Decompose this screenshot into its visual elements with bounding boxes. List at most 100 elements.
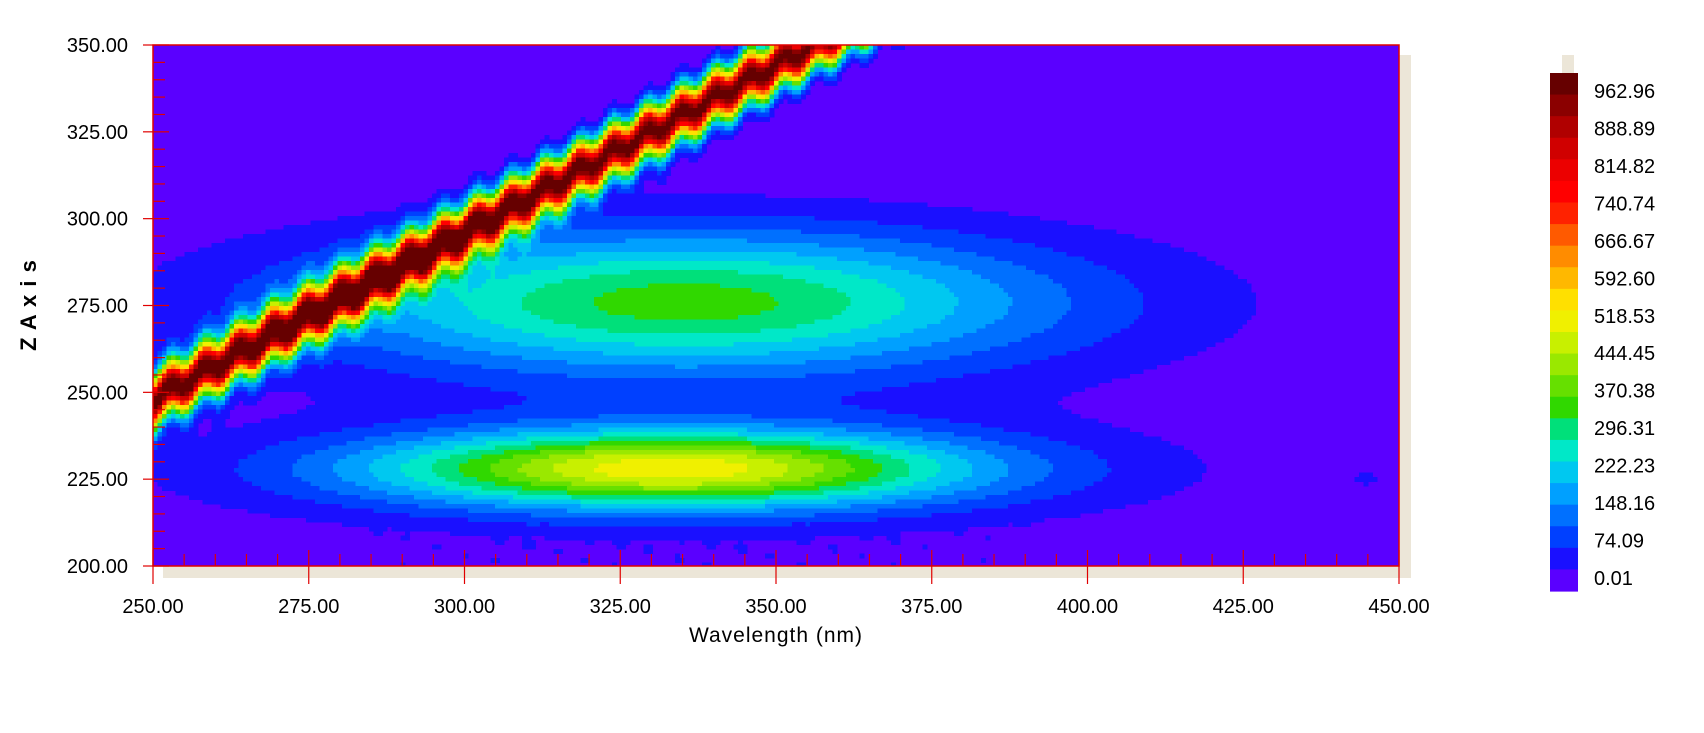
contour-cell <box>778 301 851 307</box>
contour-cell <box>526 225 532 230</box>
contour-cell <box>841 450 874 455</box>
contour-cell <box>922 360 1031 365</box>
contour-cell <box>193 364 199 370</box>
contour-cell <box>247 319 257 325</box>
contour-cell <box>499 427 599 433</box>
contour-cell <box>688 85 694 91</box>
contour-cell <box>747 90 757 95</box>
contour-cell <box>531 207 536 212</box>
contour-cell <box>616 288 752 293</box>
contour-cell <box>481 454 514 460</box>
contour-cell <box>540 238 626 244</box>
contour-cell <box>364 310 370 316</box>
contour-cell <box>229 382 235 388</box>
contour-cell <box>360 301 365 307</box>
contour-cell <box>598 157 608 163</box>
contour-cell <box>481 175 496 181</box>
contour-cell <box>157 373 163 379</box>
contour-cell <box>364 328 370 334</box>
contour-cell <box>189 414 194 419</box>
contour-cell <box>342 477 379 482</box>
contour-cell <box>153 432 158 437</box>
contour-cell <box>855 369 991 374</box>
contour-cell <box>427 427 500 433</box>
contour-cell <box>765 103 770 109</box>
contour-cell <box>706 90 712 95</box>
contour-cell <box>706 108 712 113</box>
contour-cell <box>769 76 775 82</box>
contour-cell <box>459 481 496 487</box>
contour-cell <box>441 256 451 262</box>
contour-cell <box>801 45 806 50</box>
contour-cell <box>495 265 559 271</box>
contour-cell <box>423 234 428 239</box>
contour-cell <box>1111 333 1234 338</box>
contour-cell <box>657 153 662 158</box>
contour-cell <box>958 301 1013 307</box>
contour-cell <box>1066 288 1139 293</box>
contour-cell <box>396 234 401 239</box>
contour-cell <box>288 351 293 356</box>
contour-cell <box>234 324 239 329</box>
contour-cell <box>1143 297 1256 302</box>
contour-cell <box>333 337 338 343</box>
contour-cell <box>598 117 604 122</box>
contour-cell <box>567 211 572 217</box>
contour-cell <box>603 112 608 118</box>
contour-cell <box>837 76 842 82</box>
contour-cell <box>441 279 451 284</box>
contour-cell <box>270 297 280 302</box>
contour-cell <box>306 333 316 338</box>
contour-cell <box>189 427 199 433</box>
y-tick-label: 200.00 <box>67 556 128 578</box>
contour-cell <box>324 324 329 329</box>
contour-cell <box>850 58 860 64</box>
contour-cell <box>742 67 748 73</box>
contour-cell <box>544 162 550 167</box>
contour-cell <box>351 310 356 316</box>
contour-cell <box>328 324 334 329</box>
contour-cell <box>153 274 253 280</box>
contour-cell <box>540 477 586 482</box>
contour-cell <box>261 387 491 392</box>
contour-cell <box>157 418 163 424</box>
contour-cell <box>711 112 716 118</box>
contour-cell <box>319 324 325 329</box>
colorbar-label: 740.74 <box>1594 193 1655 215</box>
contour-cell <box>378 301 383 307</box>
contour-cell <box>346 319 352 325</box>
contour-cell <box>1012 238 1153 244</box>
contour-cell <box>153 369 158 374</box>
contour-cell <box>724 63 734 68</box>
contour-cell <box>369 243 374 248</box>
contour-cell <box>715 81 721 86</box>
contour-cell <box>198 378 203 383</box>
contour-cell <box>738 81 743 86</box>
contour-cell <box>1003 459 1049 464</box>
contour-cell <box>436 252 442 257</box>
contour-cell <box>733 63 739 68</box>
contour-cell <box>549 522 793 527</box>
contour-cell <box>738 72 743 77</box>
contour-cell <box>711 121 725 127</box>
contour-cell <box>670 144 676 149</box>
contour-cell <box>508 274 590 280</box>
contour-cell <box>369 306 374 311</box>
contour-cell <box>504 220 509 226</box>
contour-cell <box>387 261 392 266</box>
contour-cell <box>720 283 824 289</box>
contour-cell <box>391 261 397 266</box>
contour-cell <box>472 184 478 190</box>
contour-cell <box>463 270 469 275</box>
contour-cell <box>319 364 325 370</box>
contour-cell <box>1008 490 1072 496</box>
contour-cell <box>571 225 923 230</box>
colorbar-band <box>1550 137 1578 160</box>
contour-cell <box>391 481 428 487</box>
contour-cell <box>252 274 293 280</box>
contour-cell <box>535 234 541 239</box>
contour-cell <box>769 94 775 100</box>
contour-cell <box>522 355 851 361</box>
contour-cell <box>657 135 662 140</box>
contour-cell <box>738 103 743 109</box>
